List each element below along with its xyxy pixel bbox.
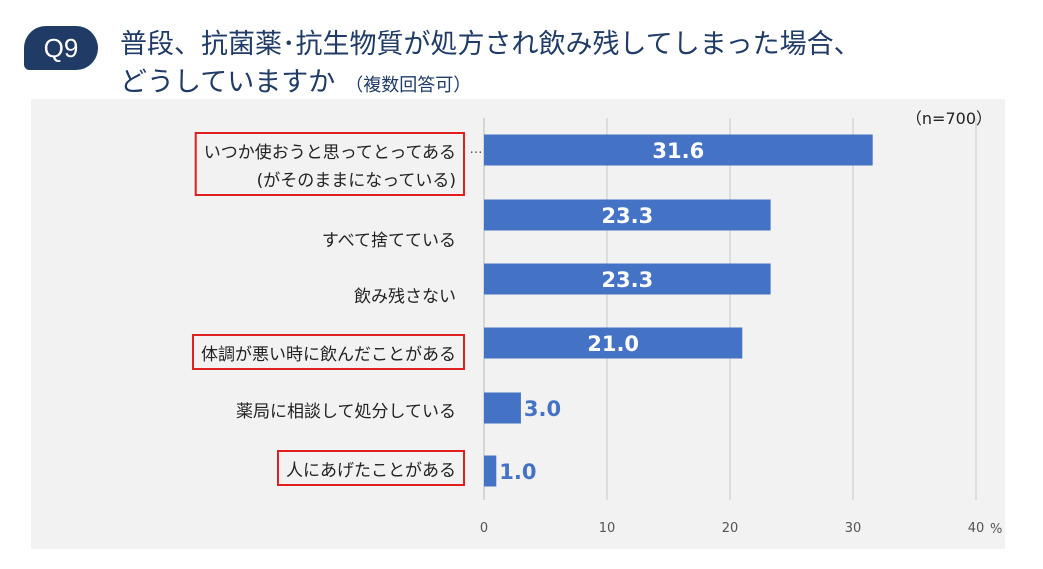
category-label: (がそのままになっている) (257, 171, 456, 191)
bar-value-label: 31.6 (652, 139, 704, 163)
x-tick-label: 0 (480, 521, 488, 536)
bar (484, 263, 771, 295)
bar (484, 134, 873, 166)
title-line2: どうしていますか (120, 67, 336, 98)
highlight-box (192, 334, 465, 370)
title-line2-wrap: どうしていますか （複数回答可） (120, 64, 1020, 105)
highlight-box (277, 450, 465, 486)
bar-value-label: 1.0 (499, 460, 536, 484)
bar (484, 392, 521, 424)
x-tick-label: 40 (968, 521, 985, 536)
title-line1: 普段、抗菌薬･抗生物質が処方され飲み残してしまった場合、 (120, 29, 861, 60)
x-tick-label: 30 (845, 521, 862, 536)
category-label: すべて捨てている (322, 231, 456, 251)
bar-value-label: 3.0 (524, 397, 561, 421)
sample-size-note: （n=700） (906, 109, 992, 128)
chart-area (31, 99, 1005, 549)
category-label: 人にあげたことがある (286, 461, 456, 481)
bar (484, 455, 497, 487)
category-label: 体調が悪い時に飲んだことがある (201, 345, 456, 365)
bar (484, 199, 771, 231)
bar-value-label: 23.3 (601, 268, 653, 292)
x-tick-label: 20 (722, 521, 739, 536)
category-label: 飲み残さない (354, 287, 456, 307)
overflow-mark: … (470, 142, 483, 157)
bar-value-label: 21.0 (587, 332, 639, 356)
question-badge: Q9 (24, 26, 98, 70)
x-tick-label: 10 (599, 521, 616, 536)
question-title: 普段、抗菌薬･抗生物質が処方され飲み残してしまった場合、 どうしていますか （複数… (120, 26, 1020, 105)
bar-value-label: 23.3 (601, 204, 653, 228)
category-label: 薬局に相談して処分している (236, 402, 456, 422)
category-label: いつか使おうと思ってとってある (204, 142, 456, 163)
title-subtitle: （複数回答可） (345, 75, 472, 96)
highlight-box (194, 132, 465, 196)
bar (484, 327, 743, 359)
x-unit-label: % (990, 522, 1002, 537)
